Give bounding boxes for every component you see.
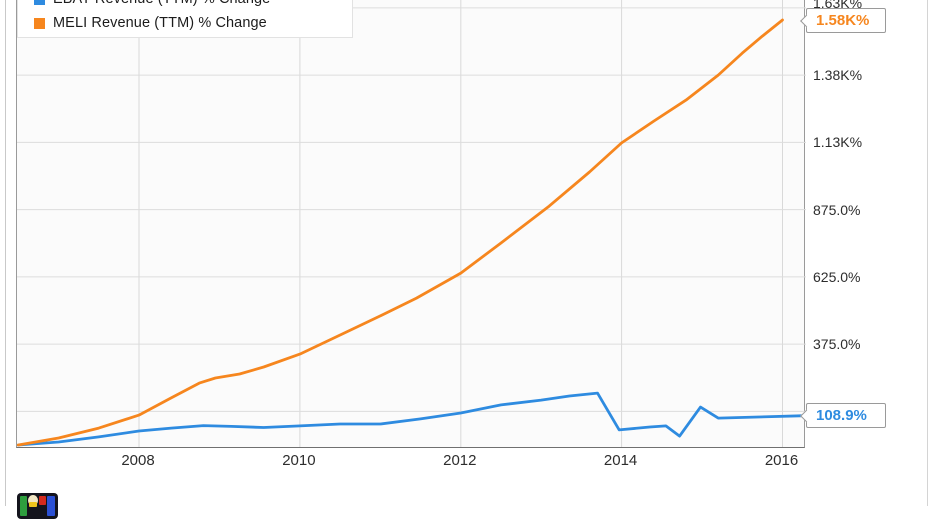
x-tick-label: 2010	[282, 452, 316, 469]
chart-lines-svg	[17, 0, 806, 447]
legend-item-meli: MELI Revenue (TTM) % Change	[34, 15, 267, 31]
meli-value-callout: 1.58K%	[800, 8, 886, 33]
plot-area	[16, 0, 806, 448]
y-tick-label: 1.63K%	[813, 0, 863, 11]
x-tick-label: 2016	[764, 452, 799, 469]
legend-item-ebay: EBAY Revenue (TTM) % Change	[34, 0, 270, 7]
x-tick-label: 2014	[603, 452, 638, 469]
y-tick-label: 375.0%	[813, 336, 861, 353]
ebay-end-value: 108.9%	[816, 407, 867, 425]
y-tick-label: 625.0%	[813, 268, 861, 285]
ebay-series-swatch-icon	[34, 0, 45, 5]
x-tick-label: 2008	[121, 452, 155, 469]
page-left-border	[5, 0, 6, 506]
y-tick-label: 1.38K%	[813, 67, 863, 84]
y-tick-label: 875.0%	[813, 201, 861, 218]
legend-box: EBAY Revenue (TTM) % Change MELI Revenue…	[17, 0, 353, 38]
x-tick-label: 2012	[443, 452, 477, 469]
page-right-border	[927, 0, 928, 506]
site-logo-icon	[17, 493, 58, 519]
legend-item-label: MELI Revenue (TTM) % Change	[53, 15, 267, 31]
legend-item-label: EBAY Revenue (TTM) % Change	[53, 0, 270, 7]
series-line-meli	[17, 18, 784, 447]
series-line-ebay	[17, 391, 806, 447]
ebay-value-callout: 108.9%	[800, 403, 886, 429]
meli-end-value: 1.58K%	[816, 12, 870, 29]
meli-series-swatch-icon	[34, 17, 45, 29]
y-tick-label: 1.13K%	[813, 134, 863, 151]
